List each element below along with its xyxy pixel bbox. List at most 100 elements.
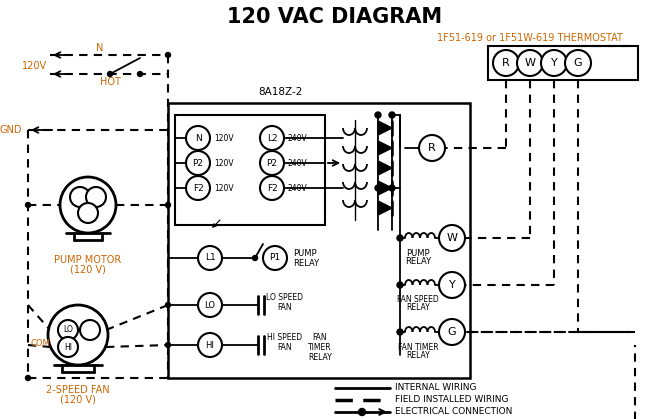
Text: FAN TIMER: FAN TIMER <box>398 342 438 352</box>
Circle shape <box>25 375 31 380</box>
Circle shape <box>375 185 381 191</box>
Text: HI: HI <box>206 341 214 349</box>
Text: 120V: 120V <box>22 61 47 71</box>
Circle shape <box>137 72 143 77</box>
Text: LO SPEED: LO SPEED <box>267 292 304 302</box>
Text: RELAY: RELAY <box>406 351 430 360</box>
Circle shape <box>517 50 543 76</box>
Text: F2: F2 <box>267 184 277 192</box>
FancyBboxPatch shape <box>175 115 325 225</box>
Text: TIMER: TIMER <box>308 342 332 352</box>
Text: P2: P2 <box>267 158 277 168</box>
Text: (120 V): (120 V) <box>60 395 96 405</box>
Circle shape <box>48 305 108 365</box>
Text: PUMP: PUMP <box>293 248 317 258</box>
Circle shape <box>397 282 403 288</box>
Circle shape <box>165 303 170 308</box>
Text: L1: L1 <box>204 253 215 262</box>
Text: RELAY: RELAY <box>308 352 332 362</box>
Polygon shape <box>378 181 392 195</box>
Text: F2: F2 <box>193 184 204 192</box>
Circle shape <box>198 333 222 357</box>
Circle shape <box>165 52 170 57</box>
Text: R: R <box>428 143 436 153</box>
Text: L2: L2 <box>267 134 277 142</box>
Circle shape <box>25 202 31 207</box>
Circle shape <box>260 151 284 175</box>
Circle shape <box>565 50 591 76</box>
Circle shape <box>375 112 381 118</box>
Text: INTERNAL WIRING: INTERNAL WIRING <box>395 383 476 393</box>
Circle shape <box>78 203 98 223</box>
Text: FAN: FAN <box>313 333 328 341</box>
Polygon shape <box>378 201 392 215</box>
Text: COM: COM <box>30 339 50 347</box>
Circle shape <box>80 320 100 340</box>
Circle shape <box>397 235 403 241</box>
Circle shape <box>86 187 106 207</box>
Circle shape <box>541 50 567 76</box>
Circle shape <box>165 342 170 347</box>
Circle shape <box>358 409 366 416</box>
Circle shape <box>186 126 210 150</box>
Circle shape <box>107 72 113 77</box>
Text: 120V: 120V <box>214 134 234 142</box>
Text: GND: GND <box>0 125 22 135</box>
Circle shape <box>389 185 395 191</box>
Text: Y: Y <box>449 280 456 290</box>
Polygon shape <box>378 161 392 175</box>
Circle shape <box>58 337 78 357</box>
Text: 2-SPEED FAN: 2-SPEED FAN <box>46 385 110 395</box>
Text: ELECTRICAL CONNECTION: ELECTRICAL CONNECTION <box>395 408 513 416</box>
Text: P1: P1 <box>269 253 281 262</box>
Text: PUMP MOTOR: PUMP MOTOR <box>54 255 122 265</box>
FancyBboxPatch shape <box>488 46 638 80</box>
Text: FAN SPEED: FAN SPEED <box>397 295 439 305</box>
Circle shape <box>165 202 170 207</box>
Circle shape <box>260 176 284 200</box>
Text: HI SPEED: HI SPEED <box>267 333 303 341</box>
Text: PUMP: PUMP <box>406 248 430 258</box>
Circle shape <box>198 293 222 317</box>
Text: 240V: 240V <box>288 184 308 192</box>
Text: W: W <box>446 233 458 243</box>
Polygon shape <box>378 141 392 155</box>
Text: Y: Y <box>551 58 557 68</box>
Text: 1F51-619 or 1F51W-619 THERMOSTAT: 1F51-619 or 1F51W-619 THERMOSTAT <box>437 33 623 43</box>
Circle shape <box>186 176 210 200</box>
Text: 120V: 120V <box>214 184 234 192</box>
Text: FAN: FAN <box>277 342 292 352</box>
Circle shape <box>60 177 116 233</box>
Text: 240V: 240V <box>288 158 308 168</box>
Text: HI: HI <box>64 342 72 352</box>
Circle shape <box>389 112 395 118</box>
Circle shape <box>263 246 287 270</box>
Text: W: W <box>525 58 535 68</box>
Text: 240V: 240V <box>288 134 308 142</box>
FancyBboxPatch shape <box>168 103 470 378</box>
Circle shape <box>397 329 403 335</box>
Text: 120V: 120V <box>214 158 234 168</box>
Circle shape <box>439 272 465 298</box>
Text: R: R <box>502 58 510 68</box>
Circle shape <box>253 256 257 261</box>
Circle shape <box>439 225 465 251</box>
Text: RELAY: RELAY <box>405 256 431 266</box>
Text: G: G <box>448 327 456 337</box>
Text: RELAY: RELAY <box>406 303 430 313</box>
Circle shape <box>419 135 445 161</box>
Circle shape <box>58 320 78 340</box>
Text: N: N <box>194 134 202 142</box>
Text: N: N <box>96 43 104 53</box>
Text: (120 V): (120 V) <box>70 265 106 275</box>
Circle shape <box>493 50 519 76</box>
Text: HOT: HOT <box>100 77 121 87</box>
Circle shape <box>186 151 210 175</box>
Circle shape <box>260 126 284 150</box>
Circle shape <box>439 319 465 345</box>
Text: RELAY: RELAY <box>293 259 319 267</box>
Text: G: G <box>574 58 582 68</box>
Polygon shape <box>378 121 392 135</box>
Text: 8A18Z-2: 8A18Z-2 <box>258 87 302 97</box>
Text: LO: LO <box>204 300 216 310</box>
